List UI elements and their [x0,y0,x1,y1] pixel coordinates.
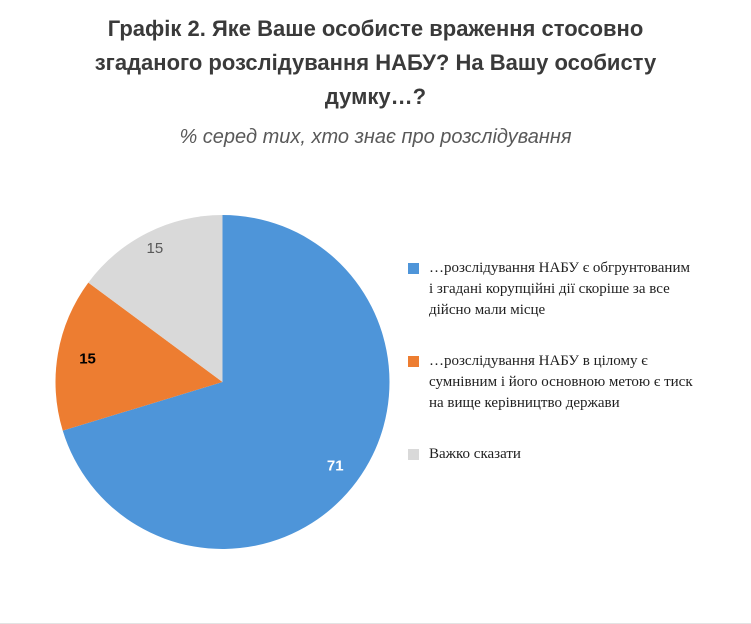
legend-swatch-orange-icon [408,356,419,367]
chart-header: Графік 2. Яке Ваше особисте враження сто… [0,0,751,149]
pie-chart: 71 15 15 [40,200,420,570]
chart-title: Графік 2. Яке Ваше особисте враження сто… [0,12,751,114]
pie-slice-2 [88,215,223,382]
pie-value-label-0: 71 [327,458,344,475]
chart-title-line-2: згаданого розслідування НАБУ? На Вашу ос… [94,50,657,75]
legend-swatch-blue-icon [408,263,419,274]
legend-label-orange: …розслідування НАБУ в цілому є сумнівним… [429,353,693,411]
pie-value-label-1: 15 [79,351,96,368]
chart-subtitle: % серед тих, хто знає про розслідування [179,126,572,148]
legend-swatch-gray-icon [408,449,419,460]
chart-title-line-3: думку…? [324,84,427,109]
legend-label-gray: Важко сказати [429,446,521,462]
pie-slice-1 [55,282,223,431]
legend-label-blue: …розслідування НАБУ є обгрунтованим і зг… [429,260,690,318]
legend-item-blue: …розслідування НАБУ є обгрунтованим і зг… [408,258,693,321]
pie-slice-0 [62,215,390,549]
pie-chart-svg: 71 15 15 [55,215,390,549]
chart-legend: …розслідування НАБУ є обгрунтованим і зг… [408,258,693,495]
pie-value-label-2: 15 [147,240,164,257]
chart-title-line-1: Графік 2. Яке Ваше особисте враження сто… [107,16,644,41]
legend-item-orange: …розслідування НАБУ в цілому є сумнівним… [408,351,693,414]
legend-item-gray: Важко сказати [408,444,693,465]
